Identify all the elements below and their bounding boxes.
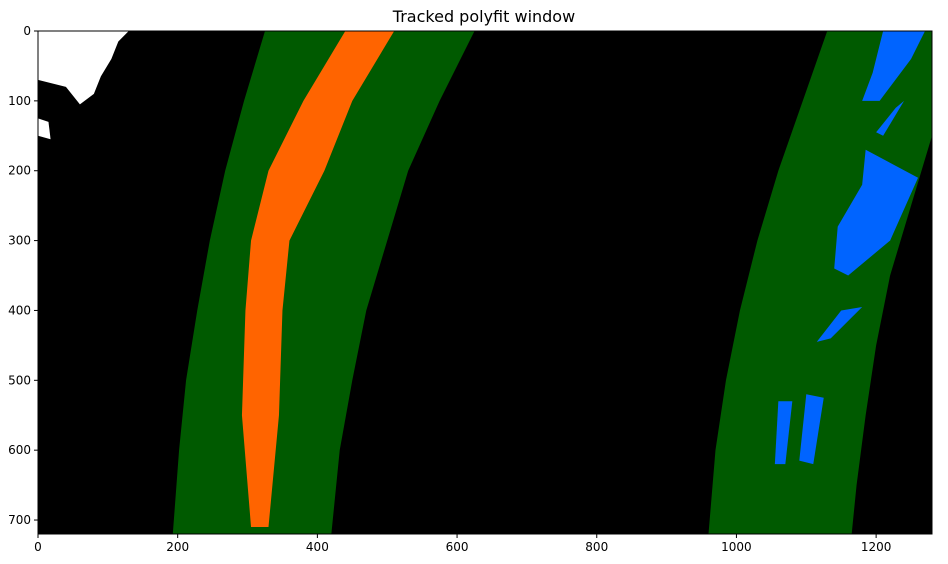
left-lane-pixels [241, 31, 395, 528]
noise-pixels [38, 118, 51, 140]
y-tick-label: 200 [8, 164, 31, 178]
y-tick-label: 100 [8, 94, 31, 108]
right-lane-pixels [774, 401, 793, 465]
right-lane-pixels [862, 31, 926, 101]
y-tick-label: 0 [23, 24, 31, 38]
y-tick-label: 300 [8, 234, 31, 248]
right-lane-pixels [799, 394, 824, 465]
x-tick-label: 400 [306, 540, 329, 554]
y-tick-label: 600 [8, 443, 31, 457]
right-lane-pixels [834, 149, 919, 276]
y-tick-label: 700 [8, 513, 31, 527]
image-layer [38, 31, 932, 534]
x-axis: 0 200 400 600 800 1000 1200 [34, 534, 891, 554]
y-axis: 0 100 200 300 400 500 600 700 [8, 24, 38, 527]
y-tick-label: 400 [8, 303, 31, 317]
x-tick-label: 600 [446, 540, 469, 554]
plot-area [37, 30, 933, 535]
x-tick-label: 1200 [861, 540, 892, 554]
x-tick-label: 0 [34, 540, 42, 554]
right-lane-pixels [876, 100, 905, 136]
x-tick-label: 1000 [721, 540, 752, 554]
noise-pixels [38, 31, 129, 105]
x-tick-label: 200 [166, 540, 189, 554]
x-tick-label: 800 [585, 540, 608, 554]
right-lane-pixels [816, 306, 863, 342]
y-tick-label: 500 [8, 373, 31, 387]
chart-title: Tracked polyfit window [392, 7, 575, 26]
plot-frame [37, 30, 933, 535]
